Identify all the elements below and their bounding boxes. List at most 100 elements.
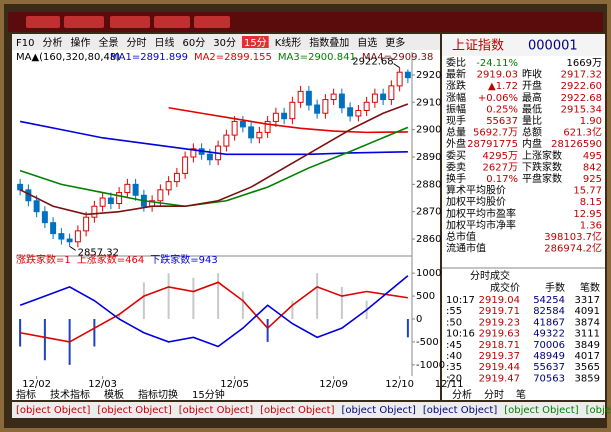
trade-count: 3874 bbox=[575, 317, 600, 328]
quote-label: 总额 bbox=[522, 126, 542, 139]
toolbar-item[interactable]: 自选 bbox=[357, 36, 377, 49]
annotation: 2922.68 bbox=[352, 57, 393, 68]
status-item: [object Object] bbox=[423, 405, 497, 416]
x-tick-label: 12/10 bbox=[385, 379, 414, 390]
candle-body bbox=[74, 230, 81, 243]
panel-tab[interactable]: 分析 bbox=[452, 388, 472, 401]
quote-value: 2917.32 bbox=[561, 70, 602, 81]
trade-price: 2919.37 bbox=[479, 351, 520, 362]
candle-body bbox=[347, 107, 354, 117]
candle-body bbox=[363, 101, 370, 112]
quote-value: 286974.2亿 bbox=[544, 242, 602, 255]
annotation-leader bbox=[69, 245, 76, 251]
quote-label: 委比 bbox=[446, 56, 466, 69]
trade-volume: 70006 bbox=[533, 340, 565, 351]
quote-value: 0.25% bbox=[486, 104, 518, 115]
quote-value: 2915.34 bbox=[561, 104, 602, 115]
x-tick-label: 12/09 bbox=[319, 379, 348, 390]
candle-body bbox=[107, 197, 114, 205]
legend-entry: MA2=2899.155 bbox=[194, 52, 272, 63]
legend-entry: 涨跌家数=1 bbox=[16, 253, 71, 266]
candle-body bbox=[264, 120, 271, 133]
toolbar-item[interactable]: 15分 bbox=[244, 37, 267, 49]
panel-tab[interactable]: 分时 bbox=[484, 389, 504, 401]
candle-body bbox=[338, 93, 345, 109]
candle-body bbox=[322, 99, 329, 114]
panel-tab[interactable]: 笔 bbox=[516, 388, 526, 401]
quote-value: 0.17% bbox=[486, 174, 518, 185]
legend-entry: MA1=2891.899 bbox=[110, 52, 188, 63]
trade-time: :35 bbox=[446, 362, 462, 373]
quote-label: 昨收 bbox=[522, 68, 542, 81]
y-tick-label: 2870 bbox=[416, 207, 441, 218]
quote-label: 平盘家数 bbox=[522, 172, 562, 185]
toolbar-item[interactable]: 全景 bbox=[98, 36, 118, 49]
toolbar-item[interactable]: 60分 bbox=[182, 37, 205, 49]
trade-count: 3859 bbox=[575, 373, 600, 384]
quote-value: 842 bbox=[583, 162, 602, 173]
candle-body bbox=[281, 112, 288, 120]
trade-volume: 55637 bbox=[533, 362, 565, 373]
menu-button[interactable] bbox=[194, 16, 230, 28]
quote-label: 上涨家数 bbox=[522, 149, 562, 162]
toolbar-item[interactable]: 30分 bbox=[213, 37, 236, 49]
y-tick-label: 500 bbox=[416, 291, 435, 302]
toolbar-item[interactable]: 分析 bbox=[42, 36, 62, 49]
bottom-tab[interactable]: 技术指标 bbox=[50, 388, 90, 401]
candle-body bbox=[231, 120, 238, 136]
bottom-tab[interactable]: 模板 bbox=[104, 388, 124, 401]
toolbar-item[interactable]: 日线 bbox=[154, 36, 174, 49]
bottom-tab[interactable]: 指标切换 bbox=[138, 388, 178, 401]
menu-button[interactable] bbox=[64, 16, 104, 28]
toolbar-item[interactable]: K线形 bbox=[275, 36, 302, 49]
quote-label: 加权平均市净率 bbox=[446, 218, 516, 231]
quote-value: 925 bbox=[583, 174, 602, 185]
chart-area bbox=[12, 34, 440, 400]
quote-value: 4295万 bbox=[483, 151, 518, 162]
quote-value: -24.11% bbox=[476, 58, 518, 69]
trade-price: 2919.23 bbox=[479, 317, 520, 328]
trade-price: 2919.47 bbox=[479, 373, 520, 384]
bottom-tab[interactable]: 15分钟 bbox=[192, 388, 225, 401]
quote-value: 398103.7亿 bbox=[544, 230, 602, 243]
toolbar-item[interactable]: 指数叠加 bbox=[309, 36, 349, 49]
quote-label: 加权平均市盈率 bbox=[446, 207, 516, 220]
menu-button[interactable] bbox=[110, 16, 150, 28]
trades-title: 分时成交 bbox=[470, 269, 510, 282]
quote-code: 000001 bbox=[528, 39, 578, 54]
quote-value: 8.15 bbox=[580, 197, 602, 208]
candle-body bbox=[272, 112, 279, 122]
menu-button[interactable] bbox=[26, 16, 60, 28]
quote-value: 2627万 bbox=[483, 162, 518, 173]
menu-button[interactable] bbox=[154, 16, 190, 28]
x-tick-label: 12/11 bbox=[435, 379, 464, 390]
annotation-leader bbox=[393, 63, 400, 69]
trade-volume: 82584 bbox=[533, 306, 565, 317]
legend-entry: 上涨家数=464 bbox=[77, 253, 144, 266]
line bbox=[19, 281, 408, 343]
candle-body bbox=[256, 131, 263, 139]
toolbar-item[interactable]: 分时 bbox=[126, 37, 146, 49]
trade-volume: 54254 bbox=[533, 295, 565, 306]
quote-value: 28126590 bbox=[551, 139, 602, 150]
candle-body bbox=[165, 181, 172, 191]
quote-value: 28791775 bbox=[467, 139, 518, 150]
quote-label: 总市值 bbox=[446, 230, 476, 243]
line bbox=[168, 106, 408, 134]
legend-entry: MA3=2900.841 bbox=[278, 52, 356, 63]
line bbox=[19, 275, 409, 348]
quote-header bbox=[442, 34, 605, 56]
bottom-tab[interactable]: 指标 bbox=[16, 388, 36, 401]
candle-body bbox=[355, 110, 362, 117]
quote-label: 总量 bbox=[446, 126, 466, 139]
quote-value: 5692.7万 bbox=[473, 128, 518, 139]
candle-body bbox=[330, 93, 337, 101]
quote-value: 2922.60 bbox=[561, 81, 602, 92]
toolbar-item[interactable]: 操作 bbox=[70, 36, 90, 49]
toolbar-item[interactable]: 更多 bbox=[385, 36, 405, 49]
quote-label: 下跌家数 bbox=[522, 160, 562, 173]
toolbar-item[interactable]: F10 bbox=[16, 38, 34, 49]
trade-count: 4017 bbox=[575, 351, 600, 362]
status-item: [object Object] bbox=[179, 405, 253, 416]
quote-value: 1.36 bbox=[580, 220, 602, 231]
